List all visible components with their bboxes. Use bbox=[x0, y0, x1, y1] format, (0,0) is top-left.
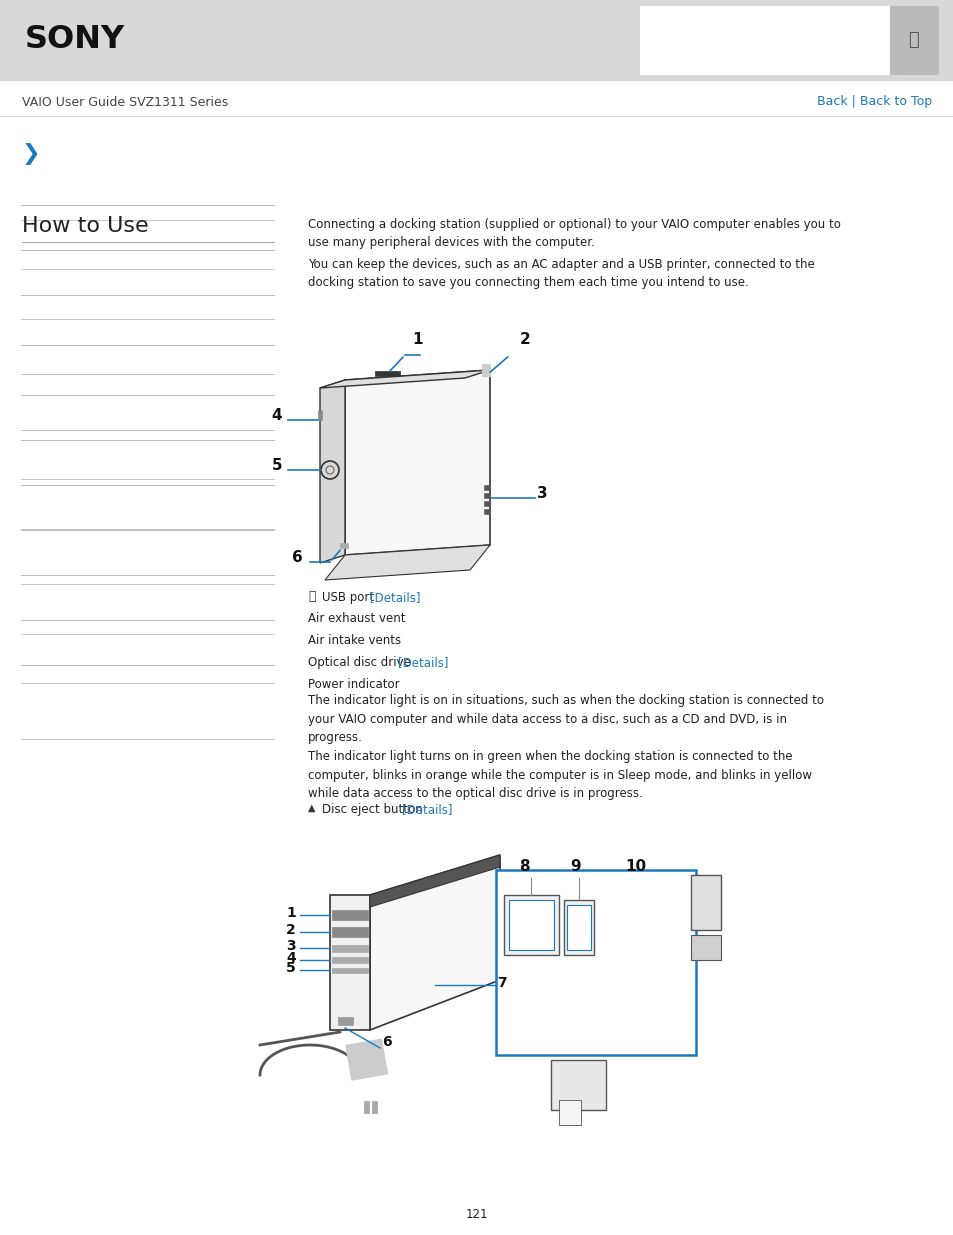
Text: 5: 5 bbox=[271, 458, 282, 473]
Text: SONY: SONY bbox=[25, 25, 125, 56]
Text: 1: 1 bbox=[286, 906, 295, 920]
Bar bbox=[496, 869, 696, 1055]
Text: Connecting a docking station (supplied or optional) to your VAIO computer enable: Connecting a docking station (supplied o… bbox=[308, 219, 840, 249]
Text: ❯: ❯ bbox=[22, 143, 41, 165]
Bar bbox=[551, 1060, 605, 1110]
Bar bbox=[563, 900, 594, 955]
Bar bbox=[337, 1016, 353, 1025]
Bar bbox=[483, 509, 490, 514]
Text: 2: 2 bbox=[286, 923, 295, 937]
Bar bbox=[639, 6, 899, 74]
Text: 7: 7 bbox=[497, 976, 506, 990]
Bar bbox=[483, 501, 490, 506]
Text: 121: 121 bbox=[465, 1209, 488, 1221]
Text: How to Use: How to Use bbox=[22, 216, 149, 236]
Text: 6: 6 bbox=[292, 551, 303, 566]
Bar bbox=[332, 927, 368, 937]
Bar bbox=[339, 543, 348, 548]
Polygon shape bbox=[325, 545, 490, 580]
Bar bbox=[483, 493, 490, 498]
Text: Disc eject button: Disc eject button bbox=[322, 803, 426, 816]
Bar bbox=[346, 1040, 387, 1079]
Bar bbox=[332, 945, 368, 952]
Text: You can keep the devices, such as an AC adapter and a USB printer, connected to : You can keep the devices, such as an AC … bbox=[308, 258, 814, 289]
Bar bbox=[566, 905, 590, 950]
Text: 6: 6 bbox=[381, 1035, 392, 1049]
Text: 1: 1 bbox=[413, 332, 423, 347]
Text: 4: 4 bbox=[286, 951, 295, 965]
Bar bbox=[690, 935, 720, 960]
Bar bbox=[364, 1100, 369, 1113]
Text: Optical disc drive: Optical disc drive bbox=[308, 656, 415, 669]
Text: 3: 3 bbox=[286, 939, 295, 953]
Polygon shape bbox=[330, 895, 370, 1030]
Text: Power indicator: Power indicator bbox=[308, 678, 399, 692]
Text: 3: 3 bbox=[537, 487, 547, 501]
Bar bbox=[889, 6, 937, 74]
Text: USB port: USB port bbox=[322, 592, 377, 604]
Bar bbox=[332, 910, 368, 920]
Text: ▲: ▲ bbox=[308, 803, 315, 813]
Text: Air intake vents: Air intake vents bbox=[308, 634, 400, 647]
Text: 10: 10 bbox=[625, 860, 646, 874]
Text: 5: 5 bbox=[286, 961, 295, 974]
Bar bbox=[558, 1100, 580, 1125]
Bar bbox=[481, 364, 490, 375]
Text: 4: 4 bbox=[271, 409, 282, 424]
Polygon shape bbox=[370, 855, 499, 1030]
Text: Air exhaust vent: Air exhaust vent bbox=[308, 613, 405, 625]
Bar bbox=[503, 895, 558, 955]
Text: [Details]: [Details] bbox=[397, 656, 448, 669]
Bar bbox=[375, 370, 399, 375]
Text: ⌕: ⌕ bbox=[907, 31, 919, 49]
Text: [Details]: [Details] bbox=[370, 592, 420, 604]
Text: 8: 8 bbox=[518, 860, 529, 874]
Text: The indicator light is on in situations, such as when the docking station is con: The indicator light is on in situations,… bbox=[308, 694, 823, 743]
Bar bbox=[509, 900, 554, 950]
Polygon shape bbox=[370, 855, 499, 906]
Bar bbox=[690, 876, 720, 930]
Text: [Details]: [Details] bbox=[401, 803, 452, 816]
Polygon shape bbox=[345, 370, 490, 555]
Bar bbox=[0, 0, 953, 80]
Text: VAIO User Guide SVZ1311 Series: VAIO User Guide SVZ1311 Series bbox=[22, 95, 228, 109]
Text: ⎖: ⎖ bbox=[308, 590, 315, 603]
Text: Back | Back to Top: Back | Back to Top bbox=[816, 95, 931, 109]
Polygon shape bbox=[319, 370, 490, 388]
Bar bbox=[372, 1100, 376, 1113]
Bar bbox=[317, 410, 322, 420]
Polygon shape bbox=[319, 380, 345, 563]
Bar bbox=[332, 957, 368, 963]
Bar bbox=[332, 968, 368, 973]
Bar bbox=[483, 485, 490, 490]
Text: 2: 2 bbox=[519, 332, 530, 347]
Text: 9: 9 bbox=[570, 860, 580, 874]
Text: The indicator light turns on in green when the docking station is connected to t: The indicator light turns on in green wh… bbox=[308, 750, 811, 800]
